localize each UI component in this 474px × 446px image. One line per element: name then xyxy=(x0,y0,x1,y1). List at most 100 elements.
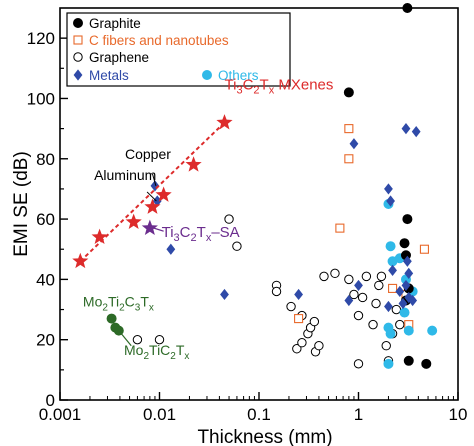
data-point xyxy=(385,241,396,252)
data-point xyxy=(144,198,161,214)
data-point xyxy=(335,223,345,233)
x-tick-label: 1 xyxy=(354,405,363,424)
data-point xyxy=(314,341,324,351)
annotation-part: 3 xyxy=(135,303,141,314)
data-point xyxy=(344,294,354,307)
legend-marker xyxy=(73,17,84,28)
y-tick-label: 80 xyxy=(36,150,55,169)
annotation-part: Mo xyxy=(124,342,144,358)
legend-label: Others xyxy=(218,68,259,83)
legend-marker xyxy=(201,70,212,81)
data-point xyxy=(319,271,329,282)
data-point xyxy=(386,195,395,207)
annotation-part: C xyxy=(243,76,254,93)
data-point xyxy=(395,319,405,330)
annotation-part: x xyxy=(269,84,275,96)
annotation-copper: Copper xyxy=(125,146,171,162)
data-point xyxy=(216,114,233,130)
series-metals xyxy=(150,123,421,313)
data-point xyxy=(154,334,165,345)
data-point xyxy=(404,267,414,279)
data-point xyxy=(309,316,320,327)
legend: Graphite C fibers and nanotubes Graphene Me… xyxy=(66,12,291,87)
annotation-mo2ti: Mo2TiC2Tx xyxy=(124,342,189,362)
data-point xyxy=(383,358,394,369)
series-mo2ti2c3tx-mo2tic2tx xyxy=(106,313,124,336)
data-point xyxy=(132,334,143,345)
y-tick-label: 0 xyxy=(46,391,55,410)
series-ti3c2tx-mxenes xyxy=(72,114,233,269)
x-tick-label: 0.01 xyxy=(143,405,176,424)
data-point xyxy=(141,219,158,235)
data-point xyxy=(376,271,387,282)
data-point xyxy=(271,286,282,297)
annotation-part: Ti xyxy=(108,294,119,310)
annotation-part: 2 xyxy=(102,303,108,314)
aluminum-leader-line xyxy=(146,191,157,202)
annotation-sa: Ti3C2Tx–SA xyxy=(162,224,240,244)
annotation-part: Mo xyxy=(83,294,103,310)
data-point xyxy=(401,279,411,292)
data-point xyxy=(411,126,421,138)
legend-marker xyxy=(73,52,83,62)
annotation-part: T xyxy=(140,294,149,310)
annotation-part: Ti xyxy=(224,76,236,93)
series-others xyxy=(383,198,438,369)
data-point xyxy=(388,283,398,293)
data-point xyxy=(408,294,418,307)
data-point xyxy=(427,325,438,336)
data-point xyxy=(343,87,354,98)
annotation-aluminum: Aluminum xyxy=(94,167,156,183)
data-point xyxy=(402,255,412,267)
copper-leader-line xyxy=(151,173,157,187)
data-point xyxy=(106,313,117,324)
x-tick-label: 10 xyxy=(449,405,468,424)
data-point xyxy=(384,183,393,195)
annotation-part: x xyxy=(206,232,212,244)
data-point xyxy=(357,292,368,303)
data-point xyxy=(399,238,410,249)
data-point xyxy=(232,241,242,251)
annotation-part: 2 xyxy=(253,84,259,96)
y-tick-label: 40 xyxy=(36,270,55,289)
data-point xyxy=(349,138,359,150)
data-point xyxy=(354,279,363,292)
annotation-mxene: Ti3C2Tx MXenes xyxy=(224,76,333,96)
annotation-part: C xyxy=(125,294,135,310)
series-c-fibers-and-nanotubes xyxy=(294,124,429,330)
annotation-part: –SA xyxy=(211,224,239,241)
data-point xyxy=(152,195,162,207)
data-point xyxy=(403,325,414,336)
legend-marker xyxy=(73,35,83,45)
annotation-part: TiC xyxy=(149,342,170,358)
data-point xyxy=(398,297,408,310)
data-point xyxy=(344,124,354,134)
data-point xyxy=(368,319,378,330)
data-point xyxy=(374,280,384,291)
y-tick-label: 100 xyxy=(27,89,55,108)
legend-box xyxy=(66,12,291,87)
data-point xyxy=(371,298,381,309)
y-axis-title: EMI SE (dB) xyxy=(11,151,32,257)
data-point xyxy=(292,344,302,354)
data-point xyxy=(185,156,202,172)
data-point xyxy=(402,214,413,225)
data-point xyxy=(125,213,142,229)
data-point xyxy=(381,341,391,351)
data-point xyxy=(401,123,411,135)
data-point xyxy=(403,355,414,366)
mxene-trend-line xyxy=(79,121,226,263)
data-point xyxy=(91,228,108,245)
annotation-part: T xyxy=(197,224,206,241)
data-point xyxy=(402,3,413,13)
x-tick-label: 0.1 xyxy=(247,405,271,424)
annotation-part: 3 xyxy=(174,232,180,244)
annotation-part: 2 xyxy=(170,351,176,362)
annotation-part: 3 xyxy=(236,84,242,96)
data-point xyxy=(404,291,414,304)
annotation-part: 2 xyxy=(119,303,125,314)
data-point xyxy=(388,264,397,276)
annotation-part: x xyxy=(149,303,154,314)
data-point xyxy=(220,288,229,301)
